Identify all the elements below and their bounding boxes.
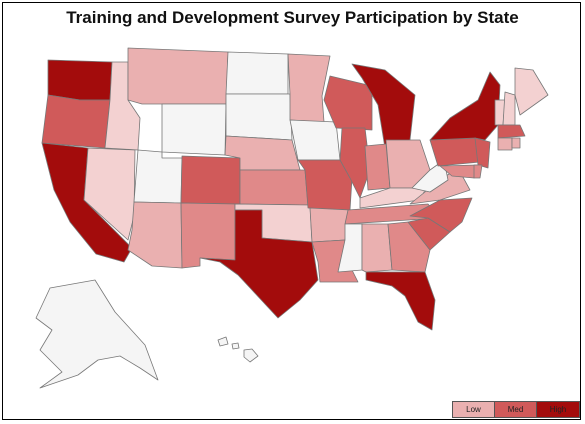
state-oregon: [41, 94, 111, 149]
legend: Low Med High: [452, 401, 580, 418]
legend-item-high: High: [537, 402, 579, 417]
state-colorado: [180, 155, 241, 205]
state-montana: [127, 47, 229, 105]
state-mississippi: [337, 223, 363, 273]
map-title: Training and Development Survey Particip…: [66, 8, 519, 27]
state-delaware: [473, 164, 483, 179]
state-indiana: [364, 143, 391, 191]
state-minnesota: [287, 53, 331, 123]
state-iowa: [289, 119, 341, 161]
state-alaska: [35, 279, 159, 389]
state-massachusetts: [497, 124, 526, 139]
state-washington: [47, 59, 113, 101]
state-new-york: [429, 71, 501, 141]
state-new-jersey: [474, 137, 491, 169]
legend-label-med: Med: [507, 405, 524, 414]
legend-label-low: Low: [466, 405, 481, 414]
state-arizona: [127, 201, 183, 269]
state-georgia: [387, 221, 431, 273]
legend-label-high: High: [549, 405, 567, 414]
state-kansas: [239, 169, 309, 206]
legend-item-low: Low: [453, 402, 495, 417]
state-nevada: [83, 147, 136, 241]
state-texas: [199, 209, 319, 319]
state-wyoming: [161, 103, 227, 156]
state-utah: [133, 149, 183, 204]
state-arkansas: [309, 207, 351, 243]
state-alabama: [361, 223, 393, 273]
state-south-dakota: [225, 93, 293, 141]
state-florida: [365, 271, 436, 331]
state-new-hampshire: [502, 91, 516, 126]
state-maine: [514, 67, 549, 116]
state-pennsylvania: [429, 137, 481, 167]
state-connecticut: [497, 137, 513, 151]
state-north-dakota: [225, 51, 289, 95]
state-hawaii: [217, 336, 259, 363]
state-rhode-island: [511, 137, 521, 149]
legend-item-med: Med: [495, 402, 537, 417]
